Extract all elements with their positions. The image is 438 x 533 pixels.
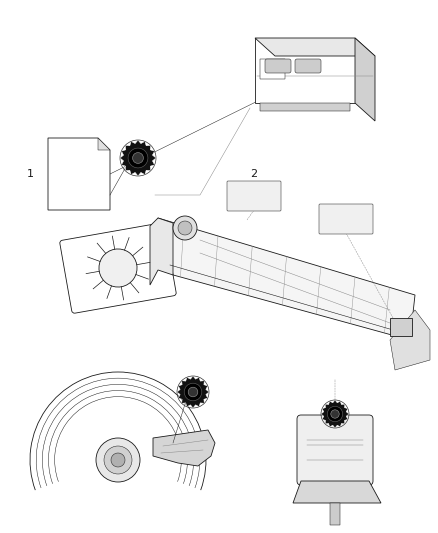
FancyBboxPatch shape bbox=[227, 181, 281, 211]
Polygon shape bbox=[98, 138, 110, 150]
Polygon shape bbox=[390, 310, 430, 370]
Polygon shape bbox=[321, 400, 349, 428]
Circle shape bbox=[173, 216, 197, 240]
FancyBboxPatch shape bbox=[60, 223, 176, 313]
Bar bbox=[255, 38, 355, 103]
FancyBboxPatch shape bbox=[265, 59, 291, 73]
Circle shape bbox=[178, 221, 192, 235]
Polygon shape bbox=[355, 38, 375, 121]
Circle shape bbox=[128, 148, 148, 168]
Polygon shape bbox=[153, 430, 215, 466]
Text: 2: 2 bbox=[251, 169, 258, 179]
FancyBboxPatch shape bbox=[319, 204, 373, 234]
Bar bbox=[260, 59, 285, 79]
Bar bbox=[330, 503, 340, 525]
Circle shape bbox=[133, 152, 143, 164]
Bar bbox=[260, 103, 350, 111]
Circle shape bbox=[99, 249, 137, 287]
Polygon shape bbox=[177, 376, 209, 408]
Bar bbox=[390, 318, 412, 336]
Polygon shape bbox=[120, 140, 156, 176]
Text: 1: 1 bbox=[27, 169, 33, 179]
Circle shape bbox=[331, 410, 339, 418]
Polygon shape bbox=[155, 218, 415, 340]
Circle shape bbox=[96, 438, 140, 482]
FancyBboxPatch shape bbox=[297, 415, 373, 485]
FancyBboxPatch shape bbox=[295, 59, 321, 73]
Polygon shape bbox=[150, 218, 173, 285]
Polygon shape bbox=[255, 38, 375, 56]
Polygon shape bbox=[293, 481, 381, 503]
Circle shape bbox=[188, 387, 198, 397]
Circle shape bbox=[184, 383, 202, 401]
Circle shape bbox=[327, 406, 343, 422]
Circle shape bbox=[111, 453, 125, 467]
Circle shape bbox=[104, 446, 132, 474]
Polygon shape bbox=[48, 138, 110, 210]
